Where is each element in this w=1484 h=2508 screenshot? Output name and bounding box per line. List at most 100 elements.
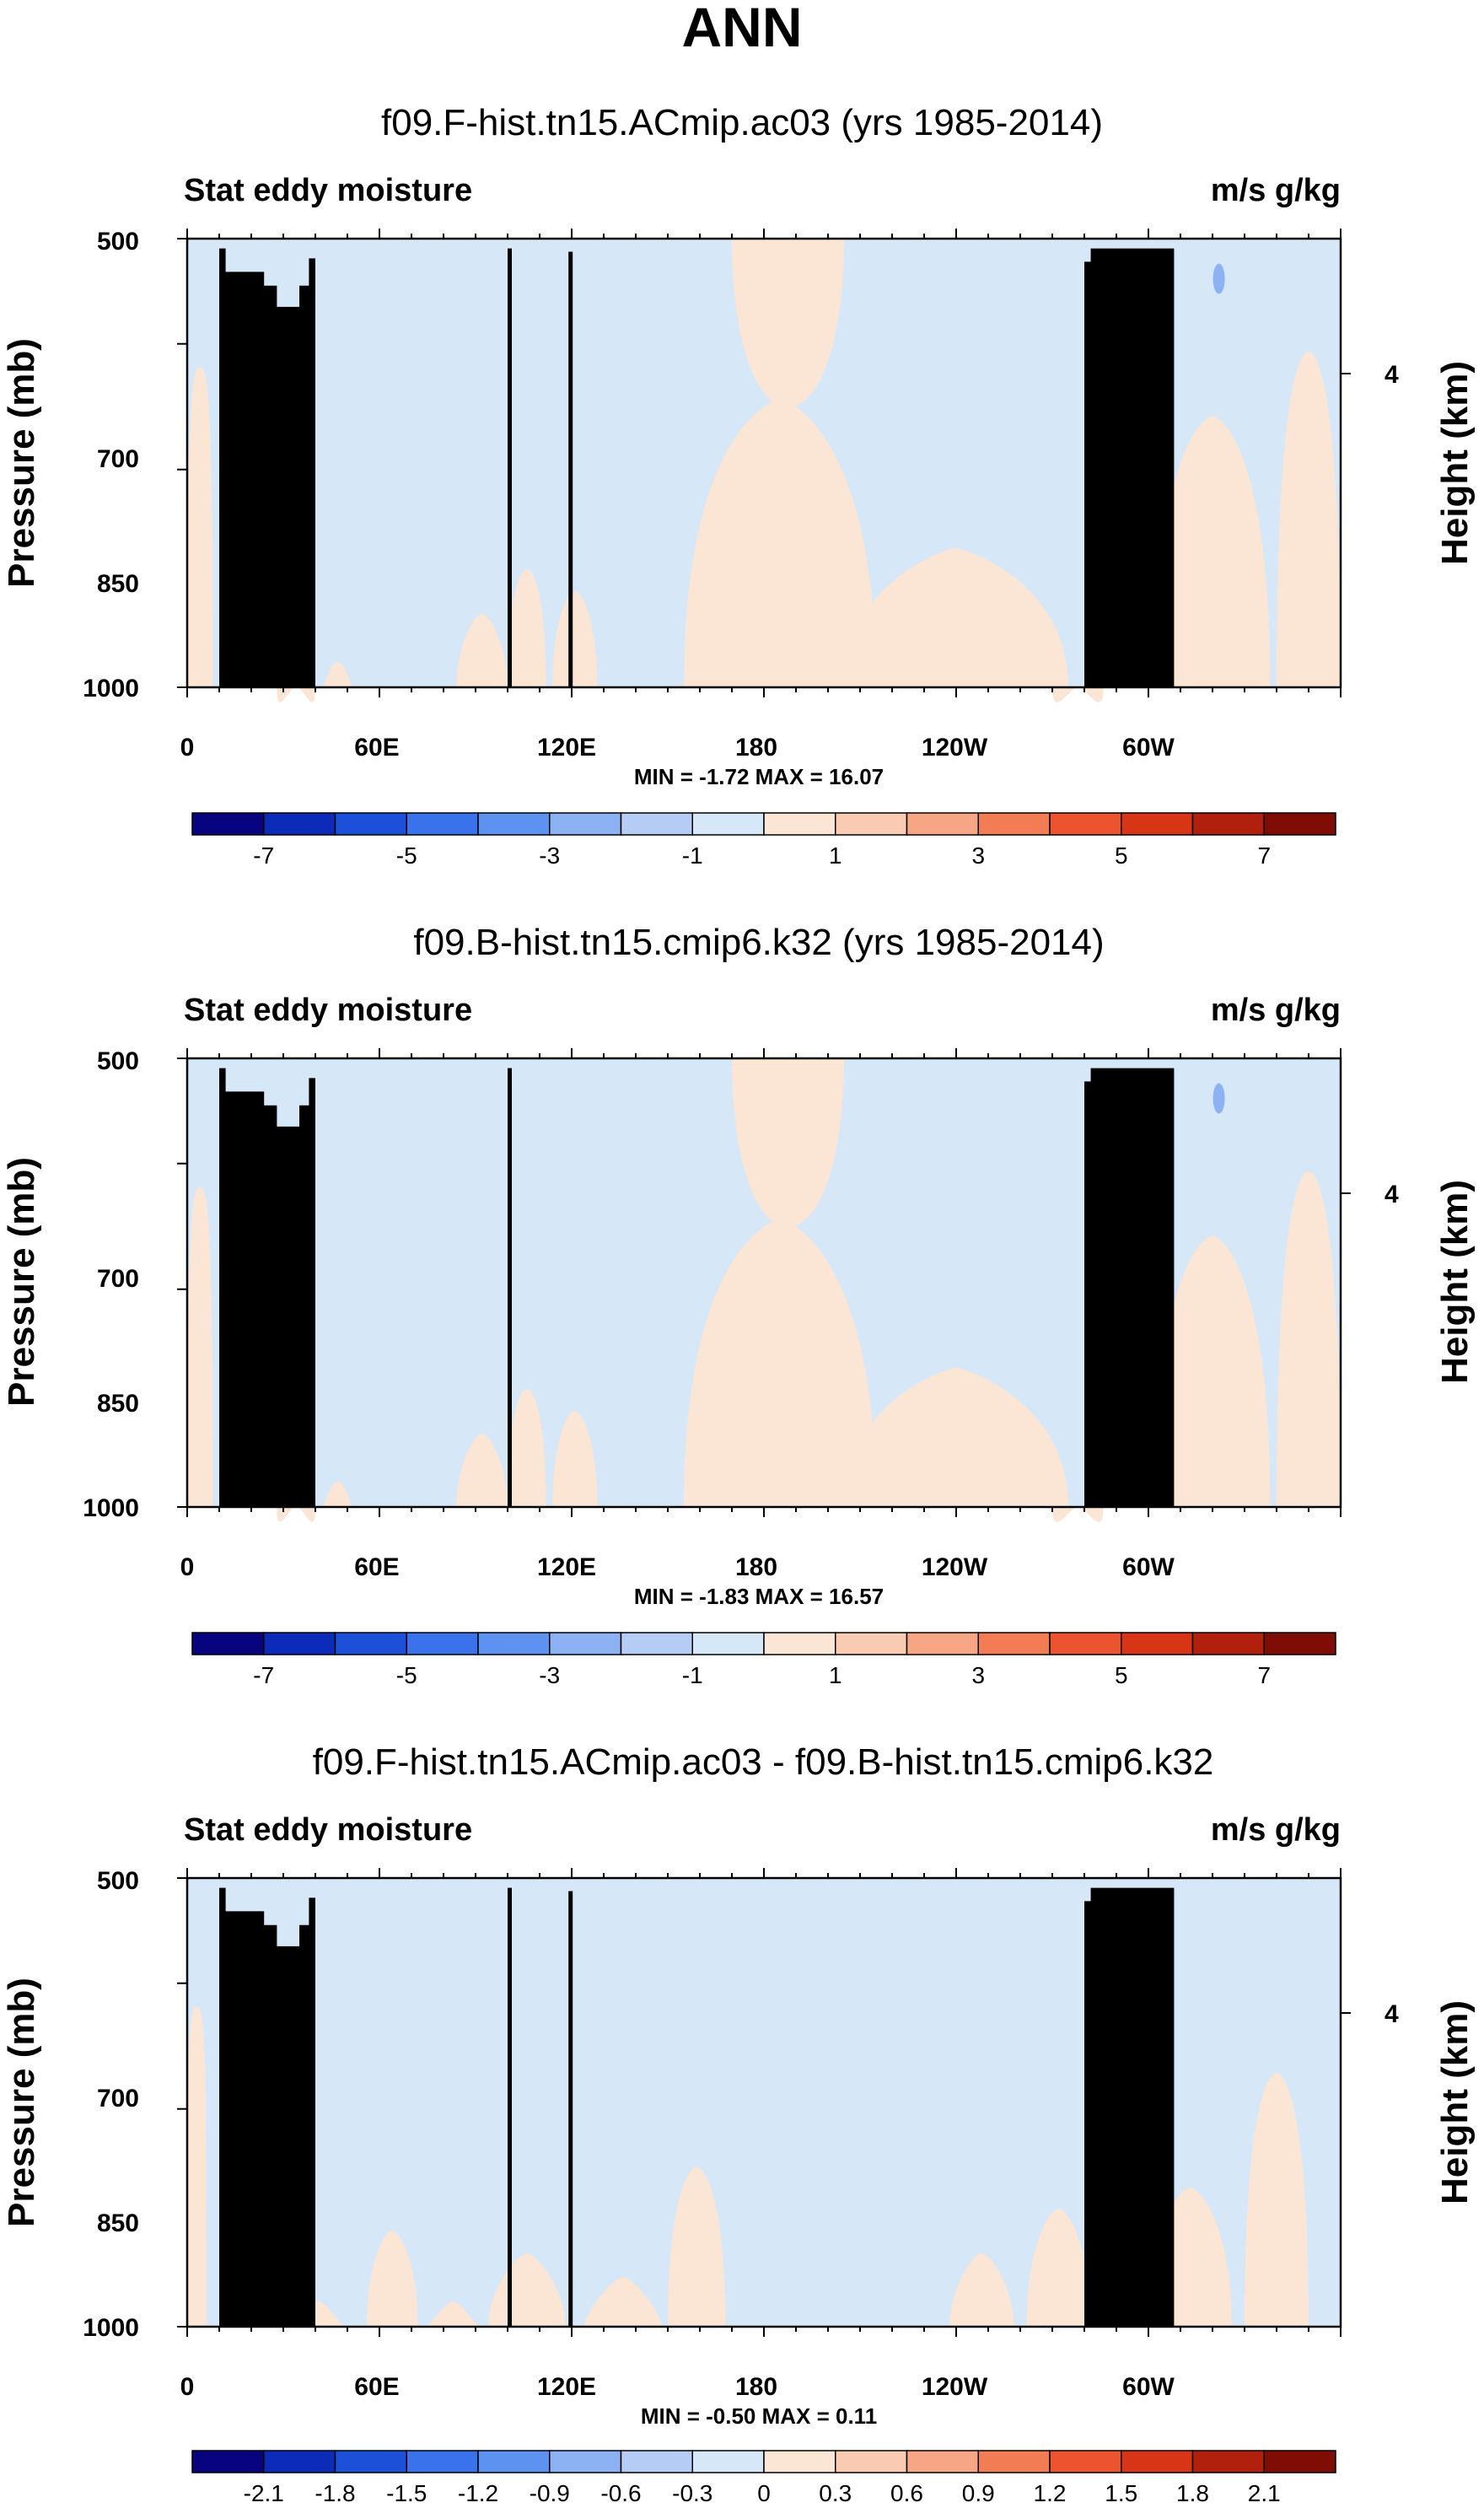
colorbar-box (1191, 812, 1265, 836)
contour-region-12 (1277, 351, 1341, 687)
ytick-700: 700 (97, 2085, 139, 2112)
ytick-right-4: 4 (1385, 361, 1399, 389)
colorbar-box (406, 2450, 479, 2473)
colorbar-label: 5 (1115, 842, 1128, 869)
plot-area (177, 229, 1351, 702)
xtick-60W: 60W (1122, 2373, 1175, 2401)
colorbar-label: -1.5 (386, 2480, 427, 2506)
contour-region-4 (456, 1434, 508, 1507)
colorbar-label: 1.2 (1034, 2480, 1067, 2506)
colorbar-box (263, 1632, 336, 1655)
plot-area (177, 1868, 1351, 2337)
xtick-0: 0 (180, 734, 195, 762)
contour-region-8 (949, 2253, 1014, 2327)
colorbar-box (977, 1632, 1051, 1655)
ytick-500: 500 (97, 228, 139, 256)
y-axis-label: Pressure (mb) (1, 1157, 42, 1407)
ytick-850: 850 (97, 1390, 139, 1418)
left-string: Stat eddy moisture (184, 1812, 472, 1848)
colorbar-box (477, 2450, 551, 2473)
right-string: m/s g/kg (1211, 1812, 1341, 1848)
right-string: m/s g/kg (1211, 173, 1341, 208)
colorbar-box (263, 812, 336, 836)
contour-min (1212, 263, 1225, 294)
contour-region-2 (277, 687, 315, 702)
min-max-stats: MIN = -1.72 MAX = 16.07 (634, 764, 884, 789)
xtick-60W: 60W (1122, 1553, 1175, 1581)
colorbar-box (334, 812, 407, 836)
colorbar-box (835, 2450, 908, 2473)
colorbar-box (906, 1632, 979, 1655)
xtick-120W: 120W (922, 1553, 988, 1581)
colorbar-box (477, 1632, 551, 1655)
topography-island (508, 1068, 512, 1507)
topography-andes (1084, 248, 1175, 687)
panel-1: f09.F-hist.tn15.ACmip.ac03 (yrs 1985-201… (1, 102, 1476, 869)
colorbar-box (691, 812, 765, 836)
contour-min (1212, 1083, 1225, 1114)
topography-africa (219, 1068, 315, 1507)
y2-axis-label: Height (km) (1434, 1180, 1476, 1384)
colorbar-box (620, 2450, 693, 2473)
contour-region-0 (187, 367, 213, 687)
topography-island (508, 1887, 512, 2327)
panel-2: f09.B-hist.tn15.cmip6.k32 (yrs 1985-2014… (1, 922, 1476, 1688)
colorbar-box (1049, 2450, 1122, 2473)
colorbar-label: 0 (757, 2480, 771, 2506)
colorbar-label: -0.9 (530, 2480, 570, 2506)
colorbar-box (620, 812, 693, 836)
colorbar-box (191, 812, 265, 836)
contour-region-11 (1154, 416, 1271, 687)
colorbar-box (835, 1632, 908, 1655)
colorbar: -2.1 -1.8 -1.5 -1.2 -0.9 -0.6 -0.3 0 0.3 0.6 0.9 1.… (191, 2450, 1336, 2506)
colorbar: -7 -5 -3 -1 1 3 5 7 (191, 812, 1336, 869)
left-string: Stat eddy moisture (184, 993, 472, 1028)
colorbar-label: 1.8 (1176, 2480, 1209, 2506)
colorbar-box (977, 2450, 1051, 2473)
ytick-500: 500 (97, 1047, 139, 1075)
left-string: Stat eddy moisture (184, 173, 472, 208)
contour-region-8 (844, 1367, 1068, 1507)
topography-andes (1084, 1068, 1175, 1507)
colorbar-box (191, 1632, 265, 1655)
contour-region-6 (584, 2276, 662, 2327)
colorbar-label: -5 (396, 1662, 417, 1688)
colorbar-box (1121, 812, 1194, 836)
xtick-60E: 60E (354, 2373, 399, 2401)
colorbar-label: -3 (539, 842, 560, 869)
colorbar-label: 3 (971, 1662, 985, 1688)
min-max-stats: MIN = -0.50 MAX = 0.11 (641, 2403, 877, 2429)
colorbar-box (691, 2450, 765, 2473)
contour-region-5 (508, 1389, 546, 1507)
contour-region-3 (366, 2231, 418, 2327)
xtick-120W: 120W (922, 734, 988, 762)
colorbar-label: 5 (1115, 1662, 1128, 1688)
contour-region-4 (424, 2301, 482, 2328)
colorbar-label: -1.8 (315, 2480, 355, 2506)
contour-region-11 (1245, 2073, 1309, 2327)
colorbar-box (477, 812, 551, 836)
ytick-right-4: 4 (1385, 2000, 1399, 2028)
colorbar-box (906, 2450, 979, 2473)
colorbar-box (406, 812, 479, 836)
colorbar-label: 7 (1257, 1662, 1271, 1688)
xtick-60W: 60W (1122, 734, 1175, 762)
y2-axis-label: Height (km) (1434, 2000, 1476, 2204)
colorbar-label: -0.3 (672, 2480, 712, 2506)
contour-region-2 (277, 1507, 315, 1522)
contour-region-7 (668, 2166, 726, 2327)
colorbar-box (906, 812, 979, 836)
topography-island (568, 251, 573, 687)
contour-region-0 (187, 1187, 213, 1507)
colorbar-box (406, 1632, 479, 1655)
colorbar-box (763, 2450, 836, 2473)
colorbar-box (763, 812, 836, 836)
contour-region-3 (321, 661, 354, 689)
contour-region-8 (844, 547, 1068, 687)
topography-andes (1084, 1887, 1175, 2327)
ytick-700: 700 (97, 1265, 139, 1293)
colorbar-label: -1.2 (458, 2480, 498, 2506)
xtick-0: 0 (180, 2373, 195, 2401)
colorbar: -7 -5 -3 -1 1 3 5 7 (191, 1632, 1336, 1688)
